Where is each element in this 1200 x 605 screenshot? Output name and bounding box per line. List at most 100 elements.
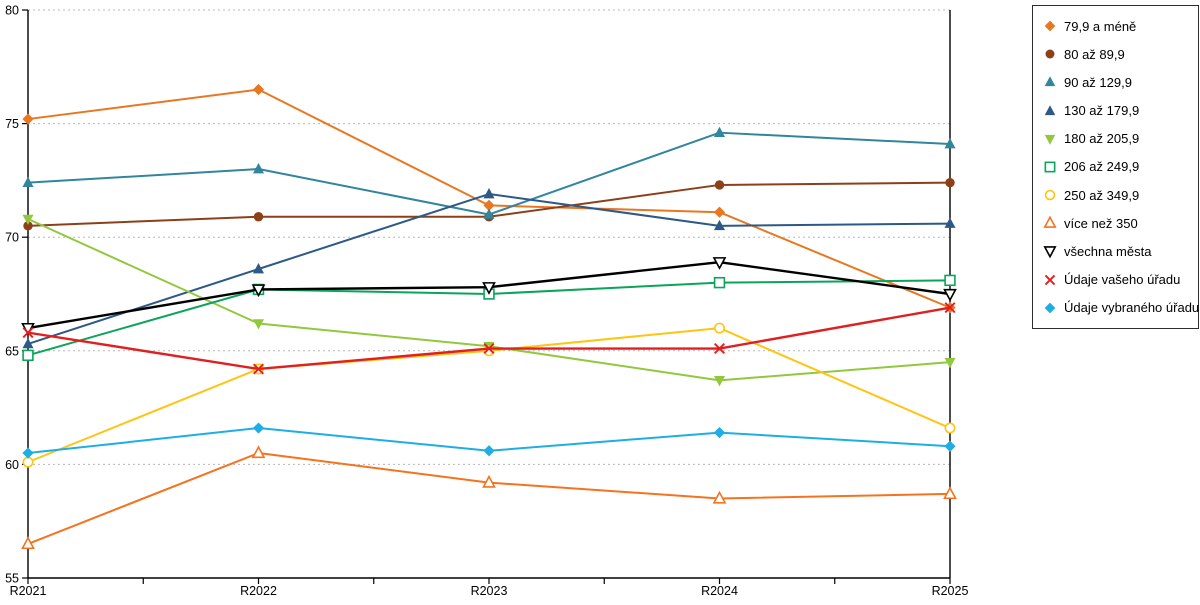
series xyxy=(22,302,956,375)
data-point-marker xyxy=(1044,189,1056,201)
data-point-marker xyxy=(713,126,726,138)
data-point-marker xyxy=(252,163,265,174)
legend-label: 250 až 349,9 xyxy=(1064,187,1140,203)
data-point-marker xyxy=(22,327,34,339)
legend-item: 206 až 249,9 xyxy=(1043,159,1196,174)
data-point-marker xyxy=(22,349,34,362)
legend-marker-diamond-icon xyxy=(1044,302,1056,314)
data-point-marker xyxy=(1043,246,1057,259)
legend-item: 90 až 129,9 xyxy=(1043,75,1196,90)
data-point-marker xyxy=(944,274,956,287)
legend-item: Údaje vybraného úřadu xyxy=(1043,300,1200,316)
data-point-marker xyxy=(944,217,956,228)
legend-marker-x-icon xyxy=(1044,274,1056,285)
data-point-marker xyxy=(1044,274,1056,285)
series xyxy=(22,126,956,219)
x-tick-label: R2022 xyxy=(240,584,277,598)
data-point-marker xyxy=(944,302,956,314)
chart-legend: 79,9 a méně 80 až 89,9 90 až 129,9 130 až 1… xyxy=(1032,5,1199,329)
data-point-marker xyxy=(483,188,495,199)
data-point-marker xyxy=(1043,216,1057,229)
legend-label: Údaje vybraného úřadu xyxy=(1064,300,1200,316)
data-point-marker xyxy=(483,445,495,457)
data-point-marker xyxy=(944,138,956,149)
data-point-marker xyxy=(1045,49,1055,59)
data-point-marker xyxy=(712,257,727,270)
data-point-marker xyxy=(713,219,726,231)
data-point-marker xyxy=(482,282,496,295)
legend-marker-circle-icon xyxy=(1044,189,1056,201)
data-point-marker xyxy=(22,214,34,226)
data-point-marker xyxy=(482,474,496,488)
legend-label: 180 až 205,9 xyxy=(1064,131,1140,147)
series xyxy=(22,188,956,349)
legend-marker-triangle-up-icon xyxy=(1044,76,1056,87)
data-point-marker xyxy=(1044,134,1056,145)
data-point-marker xyxy=(1044,161,1056,173)
x-tick-label: R2021 xyxy=(10,584,47,598)
legend-label: 90 až 129,9 xyxy=(1064,74,1132,90)
data-point-marker xyxy=(483,343,495,354)
data-point-marker xyxy=(943,486,957,500)
legend-label: více než 350 xyxy=(1064,215,1138,231)
legend-label: všechna města xyxy=(1064,243,1152,259)
legend-label: 79,9 a méně xyxy=(1064,18,1137,34)
legend-marker-diamond-icon xyxy=(1044,20,1056,32)
series xyxy=(21,445,957,550)
data-point-marker xyxy=(713,206,726,218)
data-point-marker xyxy=(22,337,34,349)
data-point-marker xyxy=(1044,20,1056,32)
data-point-marker xyxy=(252,263,265,274)
series xyxy=(22,422,956,459)
legend-marker-triangle-down-icon xyxy=(1043,246,1057,259)
x-tick-label: R2025 xyxy=(932,584,969,598)
data-point-marker xyxy=(22,456,34,468)
y-tick-label: 80 xyxy=(5,4,19,18)
data-point-marker xyxy=(252,422,265,434)
series-line xyxy=(27,452,951,545)
y-tick-label: 65 xyxy=(5,344,19,358)
data-point-marker xyxy=(943,288,957,302)
data-point-marker xyxy=(714,180,725,190)
legend-item: 250 až 349,9 xyxy=(1043,188,1196,203)
data-point-marker xyxy=(253,363,264,375)
y-tick-label: 70 xyxy=(5,231,19,245)
data-point-marker xyxy=(22,113,34,125)
x-tick-label: R2024 xyxy=(701,584,738,598)
data-point-marker xyxy=(714,343,725,354)
data-point-marker xyxy=(23,221,33,231)
series xyxy=(22,322,956,468)
legend-marker-triangle-up-icon xyxy=(1043,216,1057,229)
legend-label: 206 až 249,9 xyxy=(1064,159,1140,175)
data-point-marker xyxy=(713,426,726,439)
data-point-marker xyxy=(483,208,495,219)
data-point-marker xyxy=(713,322,725,334)
x-tick-label: R2023 xyxy=(471,584,508,598)
data-point-marker xyxy=(944,440,956,452)
legend-marker-square-icon xyxy=(1044,161,1056,173)
legend-marker-circle-icon xyxy=(1045,49,1055,59)
data-point-marker xyxy=(22,447,34,459)
legend-label: 80 až 89,9 xyxy=(1064,46,1125,62)
data-point-marker xyxy=(21,536,35,550)
y-tick-label: 75 xyxy=(5,117,19,131)
data-point-marker xyxy=(252,319,265,330)
legend-item: 79,9 a méně xyxy=(1043,19,1196,34)
legend-marker-triangle-down-icon xyxy=(1044,134,1056,145)
data-point-marker xyxy=(944,422,956,434)
data-point-marker xyxy=(483,199,495,211)
data-point-marker xyxy=(712,490,727,504)
legend-marker-triangle-up-icon xyxy=(1044,104,1056,115)
y-tick-label: 55 xyxy=(5,572,19,586)
legend-label: Údaje vašeho úřadu xyxy=(1064,272,1181,288)
data-point-marker xyxy=(251,445,266,459)
legend-item: více než 350 xyxy=(1043,216,1196,231)
data-point-marker xyxy=(1044,302,1056,314)
data-point-marker xyxy=(22,176,34,187)
legend-item: 80 až 89,9 xyxy=(1043,47,1196,62)
legend-item: 180 až 205,9 xyxy=(1043,131,1196,146)
data-point-marker xyxy=(944,357,956,369)
data-point-marker xyxy=(1044,104,1056,115)
